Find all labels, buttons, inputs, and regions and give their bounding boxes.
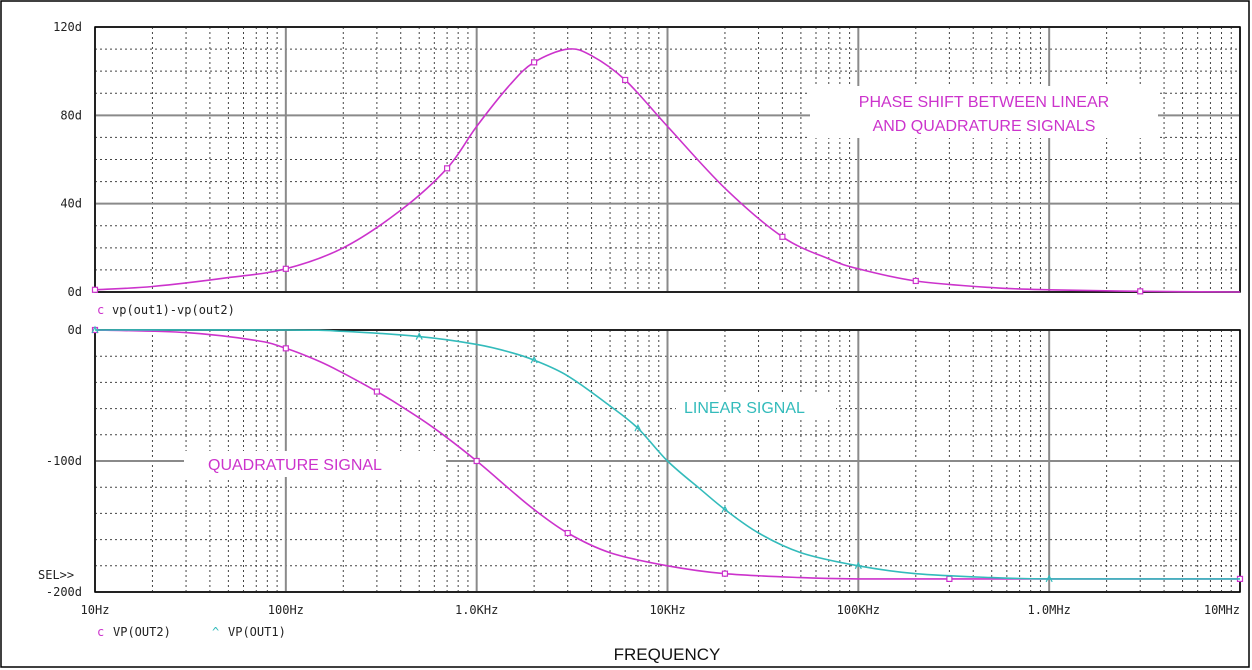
bottom-legend-label-out2: VP(OUT2) xyxy=(113,625,171,639)
data-point xyxy=(564,529,571,537)
x-tick-label: 1.0KHz xyxy=(455,603,498,617)
data-point xyxy=(622,76,629,84)
series-line xyxy=(94,329,1240,580)
data-point xyxy=(473,457,480,465)
plot-frame xyxy=(94,26,1241,293)
top-annotation-bg xyxy=(810,86,1158,138)
data-point xyxy=(854,561,862,570)
top-annotation-line1: PHASE SHIFT BETWEEN LINEAR xyxy=(859,94,1109,111)
bottom-legend-symbol-out2: c xyxy=(97,625,104,639)
top-legend-label: vp(out1)-vp(out2) xyxy=(112,303,235,317)
x-tick-label: 100Hz xyxy=(268,603,304,617)
data-point xyxy=(530,355,538,364)
top-legend-symbol: c xyxy=(97,303,104,317)
x-axis-title: FREQUENCY xyxy=(614,645,721,664)
data-point xyxy=(282,345,289,352)
top-y-tick-labels: 0d 40d 80d 120d xyxy=(53,20,82,299)
data-point xyxy=(1137,288,1144,295)
bottom-legend-symbol-out1: ^ xyxy=(212,625,219,639)
data-point xyxy=(946,575,953,583)
y-tick-label: 120d xyxy=(53,20,82,34)
data-point xyxy=(91,325,99,334)
plot-frame xyxy=(94,329,1241,593)
linear-signal-label: LINEAR SIGNAL xyxy=(684,400,805,417)
quadrature-signal-label: QUADRATURE SIGNAL xyxy=(208,457,382,474)
top-annotation-line2: AND QUADRATURE SIGNALS xyxy=(873,118,1096,135)
x-tick-label: 1.0MHz xyxy=(1027,603,1070,617)
bottom-y-tick-labels: 0d -100d -200d xyxy=(46,323,82,599)
x-tick-label: 10MHz xyxy=(1204,603,1240,617)
data-point xyxy=(912,277,919,285)
top-plot-grid xyxy=(94,26,1241,293)
bottom-plot-curves xyxy=(91,325,1244,583)
y-tick-label: 40d xyxy=(60,197,82,211)
data-point xyxy=(779,233,786,240)
series-line xyxy=(94,48,1241,293)
data-point xyxy=(415,332,423,340)
bottom-legend-label-out1: VP(OUT1) xyxy=(228,625,286,639)
data-point xyxy=(721,570,729,577)
data-point xyxy=(91,286,99,293)
y-tick-label: 80d xyxy=(60,108,82,122)
data-point xyxy=(634,423,642,432)
x-tick-label: 10Hz xyxy=(81,603,110,617)
y-tick-label: 0d xyxy=(68,285,82,299)
x-tick-label: 100KHz xyxy=(837,603,880,617)
data-point xyxy=(282,265,289,272)
data-point xyxy=(444,165,451,172)
y-tick-label: -100d xyxy=(46,454,82,468)
y-tick-label: 0d xyxy=(68,323,82,337)
linear-annotation-bg xyxy=(676,395,836,419)
top-plot-curves xyxy=(91,48,1241,295)
sel-marker: SEL>> xyxy=(38,568,74,582)
x-tick-labels: 10Hz 100Hz 1.0KHz 10KHz 100KHz 1.0MHz 10MHz xyxy=(81,603,1240,617)
data-point xyxy=(721,505,729,513)
data-point xyxy=(531,59,538,66)
data-point xyxy=(1045,574,1053,583)
data-point xyxy=(373,388,380,395)
x-tick-label: 10KHz xyxy=(649,603,685,617)
quadrature-annotation-bg xyxy=(184,451,446,477)
y-tick-label: -200d xyxy=(46,585,82,599)
